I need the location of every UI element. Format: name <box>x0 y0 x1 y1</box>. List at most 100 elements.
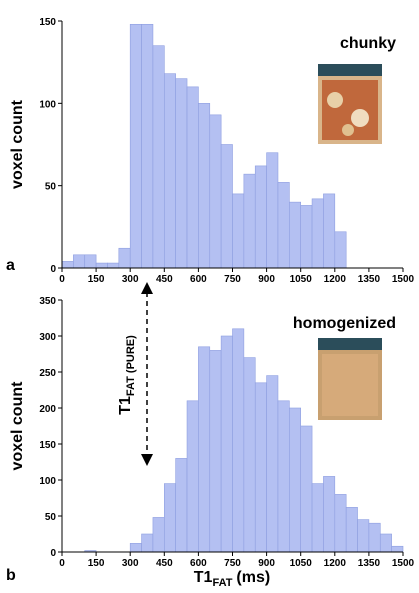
x-label-unit: (ms) <box>236 569 270 586</box>
y-tick-label: 50 <box>45 182 57 193</box>
bar <box>278 401 289 552</box>
bar <box>335 494 346 552</box>
y-tick-label: 250 <box>39 368 56 379</box>
bar <box>96 263 107 268</box>
x-tick-label: 1350 <box>358 558 381 569</box>
bar <box>369 523 380 552</box>
x-tick-label: 750 <box>224 558 241 569</box>
x-tick-label: 750 <box>224 274 241 285</box>
jar-homogenized <box>318 338 382 420</box>
x-tick-label: 300 <box>122 558 139 569</box>
bar <box>221 145 232 269</box>
annotation: homogenized <box>293 315 396 332</box>
bar <box>164 484 175 552</box>
bar <box>187 401 198 552</box>
bar <box>233 329 244 552</box>
arrow-label: T1FAT (PURE) <box>117 335 137 415</box>
bar <box>244 174 255 268</box>
x-tick-label: 450 <box>156 274 173 285</box>
y-axis-label: voxel count <box>9 381 26 471</box>
bar <box>312 199 323 268</box>
y-tick-label: 100 <box>39 476 56 487</box>
bar <box>176 458 187 552</box>
y-tick-label: 300 <box>39 332 56 343</box>
bar <box>221 336 232 552</box>
bar <box>142 534 153 552</box>
bar <box>289 202 300 268</box>
y-tick-label: 50 <box>45 512 57 523</box>
bar <box>130 24 141 268</box>
bar <box>323 476 334 552</box>
x-tick-label: 600 <box>190 274 207 285</box>
x-tick-label: 0 <box>59 558 65 569</box>
bar <box>62 261 73 268</box>
x-tick-label: 1500 <box>392 558 415 569</box>
bar <box>255 166 266 268</box>
bar <box>267 153 278 268</box>
x-tick-label: 300 <box>122 274 139 285</box>
bar <box>73 255 84 268</box>
bar <box>210 115 221 268</box>
bar <box>301 426 312 552</box>
x-tick-label: 1050 <box>290 274 313 285</box>
bar <box>198 103 209 268</box>
bar <box>392 546 403 552</box>
arrow-label-sub: FAT (PURE) <box>125 335 137 396</box>
y-tick-label: 150 <box>39 440 56 451</box>
y-tick-label: 100 <box>39 99 56 110</box>
bar <box>85 255 96 268</box>
x-label-main: T1 <box>194 569 213 586</box>
y-axis-label: voxel count <box>9 99 26 189</box>
jar-chunky <box>318 64 382 144</box>
y-tick-label: 200 <box>39 404 56 415</box>
y-tick-label: 0 <box>50 264 56 275</box>
bar <box>153 517 164 552</box>
bar <box>187 87 198 268</box>
bar <box>267 376 278 552</box>
bar <box>210 350 221 552</box>
x-tick-label: 600 <box>190 558 207 569</box>
x-label-sub: FAT <box>212 577 232 589</box>
bar <box>153 46 164 268</box>
x-tick-label: 0 <box>59 274 65 285</box>
bar <box>233 194 244 268</box>
panel-label: b <box>6 567 16 584</box>
x-tick-label: 1500 <box>392 274 415 285</box>
bar <box>119 248 130 268</box>
x-tick-label: 900 <box>258 558 275 569</box>
bar <box>244 358 255 552</box>
x-tick-label: 1200 <box>324 558 347 569</box>
bar <box>380 534 391 552</box>
bar <box>255 383 266 552</box>
x-tick-label: 1200 <box>324 274 347 285</box>
bar <box>312 484 323 552</box>
x-tick-label: 900 <box>258 274 275 285</box>
x-tick-label: 150 <box>88 274 105 285</box>
x-tick-label: 1050 <box>290 558 313 569</box>
bar <box>142 24 153 268</box>
annotation: chunky <box>340 35 396 52</box>
bar <box>358 520 369 552</box>
y-tick-label: 0 <box>50 548 56 559</box>
bar <box>278 182 289 268</box>
bar <box>289 408 300 552</box>
panel-label: a <box>6 257 15 274</box>
y-tick-label: 150 <box>39 17 56 28</box>
bar <box>176 79 187 268</box>
arrow-label-main: T1 <box>117 396 134 415</box>
t1-arrow <box>141 282 153 466</box>
bar <box>198 347 209 552</box>
x-axis-label: T1FAT (ms) <box>194 569 270 589</box>
figure: T1FAT (PURE) T1FAT(ms) 05010015001503004… <box>0 0 419 593</box>
x-tick-label: 150 <box>88 558 105 569</box>
y-tick-label: 350 <box>39 296 56 307</box>
bar <box>107 263 118 268</box>
bar <box>323 194 334 268</box>
x-tick-label: 450 <box>156 558 173 569</box>
x-tick-label: 1350 <box>358 274 381 285</box>
bar <box>335 232 346 268</box>
bar <box>130 543 141 552</box>
bar <box>346 507 357 552</box>
bar <box>164 74 175 268</box>
bar <box>301 205 312 268</box>
